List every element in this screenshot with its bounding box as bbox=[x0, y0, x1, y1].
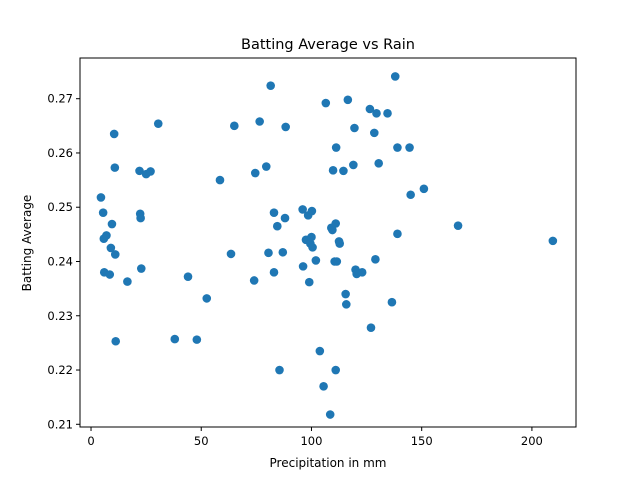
scatter-point bbox=[123, 277, 132, 286]
scatter-point bbox=[202, 294, 212, 303]
scatter-point bbox=[357, 268, 367, 277]
scatter-point bbox=[406, 190, 415, 200]
x-tick-label: 100 bbox=[300, 434, 322, 448]
scatter-point bbox=[328, 166, 338, 175]
scatter-point bbox=[102, 231, 111, 240]
scatter-point bbox=[548, 236, 558, 246]
scatter-point bbox=[325, 410, 335, 419]
scatter-point bbox=[269, 208, 279, 217]
y-tick-label: 0.25 bbox=[47, 200, 73, 214]
scatter-point bbox=[281, 122, 290, 132]
scatter-point bbox=[390, 72, 400, 81]
scatter-point bbox=[98, 208, 108, 217]
scatter-point bbox=[280, 213, 290, 223]
scatter-point bbox=[298, 205, 307, 214]
scatter-point bbox=[261, 162, 271, 171]
y-tick-label: 0.24 bbox=[47, 254, 73, 268]
y-tick-label: 0.26 bbox=[47, 146, 73, 160]
scatter-point bbox=[304, 277, 314, 287]
scatter-point bbox=[339, 166, 348, 176]
scatter-point bbox=[135, 166, 144, 176]
y-axis-ticks: 0.21 0.22 0.23 0.24 0.25 0.26 0.27 bbox=[47, 92, 80, 431]
scatter-point bbox=[170, 334, 180, 344]
scatter-point bbox=[109, 129, 119, 139]
scatter-point bbox=[453, 221, 463, 230]
scatter-point bbox=[335, 239, 344, 248]
scatter-point bbox=[307, 232, 316, 242]
data-points bbox=[96, 72, 558, 419]
x-axis-ticks: 0 50 100 150 200 bbox=[87, 427, 543, 448]
y-tick-label: 0.27 bbox=[47, 92, 73, 106]
scatter-point bbox=[298, 262, 308, 271]
scatter-point bbox=[264, 248, 273, 258]
y-tick-label: 0.21 bbox=[47, 417, 73, 431]
scatter-point bbox=[350, 123, 359, 133]
scatter-point bbox=[365, 104, 375, 114]
scatter-point bbox=[374, 158, 384, 168]
x-tick-label: 0 bbox=[87, 434, 94, 448]
x-axis-label: Precipitation in mm bbox=[270, 456, 387, 470]
scatter-point bbox=[110, 250, 120, 259]
scatter-point bbox=[183, 272, 193, 281]
scatter-point bbox=[110, 163, 120, 172]
x-tick-label: 150 bbox=[411, 434, 433, 448]
scatter-point bbox=[146, 167, 155, 176]
y-tick-label: 0.22 bbox=[47, 363, 73, 377]
scatter-point bbox=[215, 175, 225, 185]
y-tick-label: 0.23 bbox=[47, 309, 73, 323]
scatter-point bbox=[111, 336, 121, 346]
scatter-point bbox=[405, 143, 414, 152]
scatter-point bbox=[315, 346, 325, 356]
scatter-point bbox=[372, 109, 381, 118]
scatter-point bbox=[332, 257, 342, 266]
scatter-point bbox=[349, 160, 358, 170]
scatter-point bbox=[419, 184, 429, 194]
scatter-point bbox=[343, 95, 353, 105]
scatter-point bbox=[321, 98, 331, 108]
scatter-point bbox=[331, 143, 341, 152]
scatter-point bbox=[153, 119, 163, 128]
scatter-point bbox=[105, 270, 115, 279]
scatter-point bbox=[250, 168, 260, 178]
scatter-point bbox=[311, 256, 321, 265]
scatter-point bbox=[331, 365, 341, 375]
scatter-point bbox=[192, 335, 202, 344]
scatter-point bbox=[230, 121, 239, 131]
scatter-point bbox=[341, 289, 350, 299]
scatter-point bbox=[136, 213, 145, 223]
scatter-point bbox=[107, 219, 117, 229]
scatter-point bbox=[393, 229, 402, 239]
chart-title: Batting Average vs Rain bbox=[241, 37, 415, 53]
x-tick-label: 200 bbox=[521, 434, 543, 448]
scatter-point bbox=[371, 255, 380, 264]
scatter-point bbox=[369, 128, 379, 138]
scatter-point bbox=[393, 143, 402, 152]
scatter-point bbox=[96, 193, 106, 202]
scatter-point bbox=[319, 382, 328, 391]
scatter-point bbox=[307, 206, 317, 216]
scatter-point bbox=[136, 264, 146, 273]
scatter-point bbox=[278, 247, 288, 257]
x-tick-label: 50 bbox=[194, 434, 209, 448]
y-axis-label: Batting Average bbox=[20, 195, 34, 292]
scatter-point bbox=[106, 243, 116, 253]
scatter-point bbox=[255, 117, 264, 126]
scatter-point bbox=[366, 323, 376, 332]
scatter-point bbox=[275, 365, 284, 375]
scatter-point bbox=[266, 81, 275, 90]
scatter-point bbox=[308, 243, 317, 252]
scatter-point bbox=[331, 219, 341, 228]
scatter-point bbox=[272, 221, 282, 231]
scatter-point bbox=[328, 225, 337, 235]
plot-frame bbox=[79, 57, 577, 428]
scatter-point bbox=[269, 268, 279, 277]
scatter-point bbox=[341, 300, 351, 309]
scatter-point bbox=[249, 276, 259, 285]
scatter-point bbox=[383, 109, 392, 118]
scatter-point bbox=[226, 249, 236, 259]
scatter-point bbox=[387, 297, 397, 307]
